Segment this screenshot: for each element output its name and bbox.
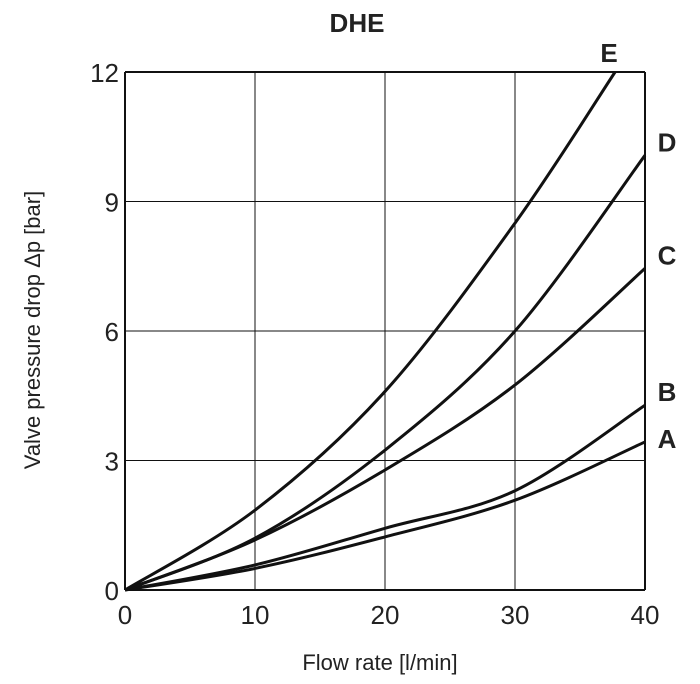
curves: AB C D E: [124, 38, 677, 592]
x-tick-label: 10: [241, 600, 270, 630]
curve-d: [124, 154, 647, 592]
ticks: 0 10 20 30 40 0 3 6 9 12: [90, 58, 659, 630]
x-tick-label: 20: [371, 600, 400, 630]
chart-title: DHE: [330, 8, 385, 38]
curve-e: [124, 71, 617, 592]
curve-label-b: B: [658, 377, 677, 407]
curve-label-c: C: [658, 240, 677, 270]
curve-label-e: E: [600, 38, 617, 68]
y-tick-label: 9: [105, 188, 119, 218]
x-tick-label: 30: [501, 600, 530, 630]
curve-a: [124, 440, 646, 592]
x-tick-label: 0: [118, 600, 132, 630]
curve-b: [124, 403, 646, 592]
y-tick-label: 0: [105, 576, 119, 606]
curve-label-d: D: [658, 127, 677, 157]
x-axis-label: Flow rate [l/min]: [302, 650, 457, 675]
curve-label-a: A: [658, 424, 677, 454]
grid: [124, 71, 646, 591]
y-tick-label: 12: [90, 58, 119, 88]
y-tick-label: 3: [105, 447, 119, 477]
y-axis-label: Valve pressure drop Δp [bar]: [20, 191, 45, 469]
x-tick-label: 40: [631, 600, 660, 630]
y-tick-label: 6: [105, 317, 119, 347]
